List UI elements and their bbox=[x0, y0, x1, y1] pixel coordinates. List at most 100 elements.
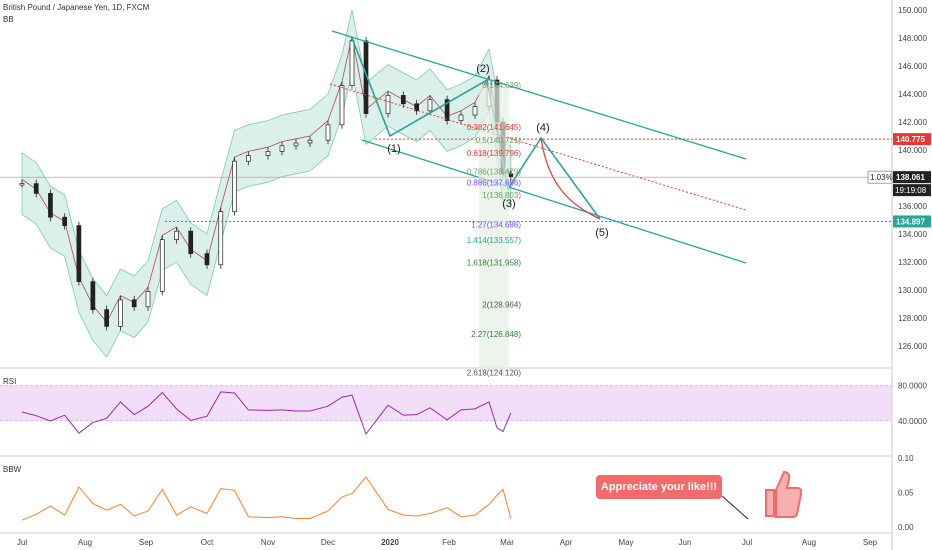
candle bbox=[444, 99, 450, 121]
candle bbox=[385, 95, 391, 114]
fib-label-0-886: 0.886(137.696) bbox=[467, 178, 522, 187]
candle bbox=[159, 239, 165, 292]
chart-title: British Pound / Japanese Yen, 1D, FXCM bbox=[3, 3, 150, 12]
rsi-tick: 80.0000 bbox=[898, 382, 927, 391]
candle bbox=[307, 139, 313, 144]
price-tick: 144.000 bbox=[898, 90, 927, 99]
callout-pointer bbox=[721, 495, 749, 520]
fib-label-0-382: 0.382(141.645) bbox=[467, 123, 522, 132]
time-tick: Oct bbox=[201, 538, 214, 547]
price-badge: 140.775 bbox=[896, 135, 925, 144]
grid-lines bbox=[0, 0, 893, 550]
bbw-line bbox=[21, 476, 512, 521]
price-tick: 134.000 bbox=[898, 230, 927, 239]
fib-label-1: 1(136.803) bbox=[482, 191, 521, 200]
indicator-panels: 80.0000 40.0000 0.10 0.05 0.00 bbox=[0, 382, 927, 532]
fib-label-0: 0(144.639) bbox=[482, 81, 521, 90]
price-tick: 148.000 bbox=[898, 34, 927, 43]
candle bbox=[204, 253, 210, 266]
time-tick: Aug bbox=[78, 538, 92, 547]
fib-label-2: 2(128.964) bbox=[482, 301, 521, 310]
fib-label-1-27: 1.27(134.686) bbox=[471, 220, 521, 229]
rsi-line bbox=[21, 391, 512, 436]
price-tick: 150.000 bbox=[898, 6, 927, 15]
candle bbox=[19, 183, 25, 186]
price-tick: 136.000 bbox=[898, 202, 927, 211]
wave-label-3: (3) bbox=[502, 198, 515, 210]
candle bbox=[279, 145, 285, 152]
drawings: 0(144.639) 0.382(141.645) 0.5(140.721) 0.61… bbox=[0, 30, 892, 377]
candle bbox=[400, 95, 406, 105]
time-tick: Jul bbox=[17, 538, 27, 547]
candle bbox=[62, 216, 68, 226]
time-tick: Aug bbox=[802, 538, 816, 547]
time-tick: 2020 bbox=[381, 538, 399, 547]
wave-label-4: (4) bbox=[536, 122, 549, 134]
time-tick: Jun bbox=[679, 538, 692, 547]
time-tick: Jul bbox=[742, 538, 752, 547]
projection-curve bbox=[540, 137, 601, 220]
price-badge: 134.897 bbox=[896, 217, 925, 226]
time-tick: Apr bbox=[560, 538, 573, 547]
fib-label-2-27: 2.27(126.848) bbox=[471, 330, 521, 339]
bbw-label: BBW bbox=[3, 465, 22, 474]
candle bbox=[472, 106, 478, 116]
candle bbox=[265, 151, 271, 156]
bollinger-band-area bbox=[21, 9, 512, 358]
thumbs-up-icon bbox=[765, 470, 802, 518]
price-tick: 146.000 bbox=[898, 62, 927, 71]
channel-lower-line bbox=[361, 139, 747, 264]
timer-badge: 19:19:08 bbox=[895, 186, 927, 195]
candle bbox=[245, 155, 251, 162]
change-badge-bg bbox=[867, 170, 893, 184]
fib-label-0-786: 0.786(138.479) bbox=[467, 167, 522, 176]
candle bbox=[232, 160, 237, 212]
time-tick: May bbox=[618, 538, 633, 547]
wave-label-5: (5) bbox=[595, 227, 608, 239]
time-tick: Mar bbox=[500, 538, 514, 547]
change-badge: 1.03% bbox=[870, 173, 893, 182]
candle bbox=[118, 299, 123, 327]
rsi-tick: 40.0000 bbox=[898, 417, 927, 426]
candle bbox=[458, 114, 464, 121]
appreciate-callout: Appreciate your like!!! bbox=[596, 475, 722, 499]
candle bbox=[188, 230, 194, 254]
candle bbox=[339, 85, 345, 126]
price-tick: 126.000 bbox=[898, 342, 927, 351]
price-badge-bg bbox=[893, 171, 931, 184]
fib-label-2-618: 2.618(124.120) bbox=[467, 368, 522, 377]
bbw-tick: 0.00 bbox=[898, 523, 914, 532]
rsi-label: RSI bbox=[3, 377, 17, 386]
candle bbox=[349, 40, 355, 86]
channel-upper-line bbox=[331, 30, 747, 160]
candle bbox=[131, 299, 137, 308]
price-badge-bg bbox=[893, 133, 931, 146]
price-badge: 138.061 bbox=[896, 173, 925, 182]
fib-zone bbox=[479, 85, 509, 373]
price-tick: 142.000 bbox=[898, 118, 927, 127]
time-tick: Dec bbox=[321, 538, 335, 547]
price-tick: 130.000 bbox=[898, 286, 927, 295]
indicator-label: BB bbox=[3, 15, 14, 24]
time-tick: Nov bbox=[261, 538, 275, 547]
price-badge-bg bbox=[893, 215, 931, 228]
bollinger-bands bbox=[21, 9, 512, 358]
candle bbox=[174, 230, 179, 240]
candle bbox=[325, 124, 331, 141]
bbw-tick: 0.05 bbox=[898, 489, 914, 498]
fib-label-0-618: 0.618(139.796) bbox=[467, 149, 522, 158]
candle bbox=[104, 309, 109, 327]
wave-label-2: (2) bbox=[476, 63, 489, 75]
candle bbox=[427, 99, 433, 112]
rsi-band bbox=[0, 385, 892, 421]
time-tick: Sep bbox=[863, 538, 878, 547]
price-tick: 132.000 bbox=[898, 258, 927, 267]
candle bbox=[145, 291, 151, 308]
price-tick: 140.000 bbox=[898, 146, 927, 155]
timer-badge-bg bbox=[893, 184, 931, 197]
time-tick: Feb bbox=[442, 538, 456, 547]
candle bbox=[48, 193, 53, 218]
candle bbox=[293, 142, 299, 147]
candle bbox=[218, 211, 224, 266]
